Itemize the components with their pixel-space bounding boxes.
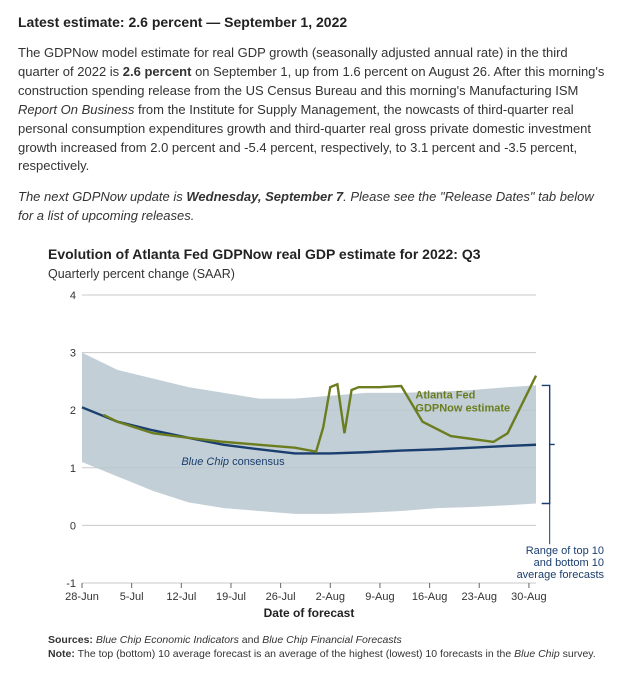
blue-chip-label: Blue Chip consensus xyxy=(181,456,285,468)
x-tick-label: 19-Jul xyxy=(216,591,246,603)
x-tick-label: 12-Jul xyxy=(166,591,196,603)
x-tick-label: 28-Jun xyxy=(65,591,99,603)
x-tick-label: 26-Jul xyxy=(266,591,296,603)
latest-estimate-heading: Latest estimate: 2.6 percent — September… xyxy=(18,12,612,32)
next-update-note: The next GDPNow update is Wednesday, Sep… xyxy=(18,188,612,226)
chart-plot-area: -1 0 1 2 3 4 28-Jun 5-Jul 12-Jul 19-Jul 26-Jul 2-Au… xyxy=(48,289,608,629)
x-tick-label: 5-Jul xyxy=(120,591,144,603)
note-label: Note: xyxy=(48,648,75,660)
chart-subtitle: Quarterly percent change (SAAR) xyxy=(48,265,608,283)
sources-text: Blue Chip Economic Indicators and Blue C… xyxy=(96,634,402,646)
x-tick-label: 23-Aug xyxy=(462,591,497,603)
range-annotation: Range of top 10and bottom 10average fore… xyxy=(517,546,605,582)
y-tick-label: 0 xyxy=(70,521,76,533)
chart-title: Evolution of Atlanta Fed GDPNow real GDP… xyxy=(48,244,608,264)
x-tick-label: 9-Aug xyxy=(365,591,394,603)
gdpnow-chart: Evolution of Atlanta Fed GDPNow real GDP… xyxy=(48,244,608,629)
summary-paragraph: The GDPNow model estimate for real GDP g… xyxy=(18,44,612,176)
chart-footnote: Sources: Blue Chip Economic Indicators a… xyxy=(48,633,612,661)
y-tick-label: 3 xyxy=(70,348,76,360)
sources-label: Sources: xyxy=(48,634,93,646)
note-text: The top (bottom) 10 average forecast is … xyxy=(78,648,596,660)
x-axis-title: Date of forecast xyxy=(264,606,355,620)
x-tick-label: 30-Aug xyxy=(511,591,546,603)
x-tick-label: 16-Aug xyxy=(412,591,447,603)
y-tick-label: 4 xyxy=(70,290,76,302)
range-bracket xyxy=(542,386,550,504)
y-tick-label: -1 xyxy=(66,578,76,590)
x-tick-label: 2-Aug xyxy=(316,591,345,603)
y-tick-label: 2 xyxy=(70,406,76,418)
y-tick-label: 1 xyxy=(70,463,76,475)
